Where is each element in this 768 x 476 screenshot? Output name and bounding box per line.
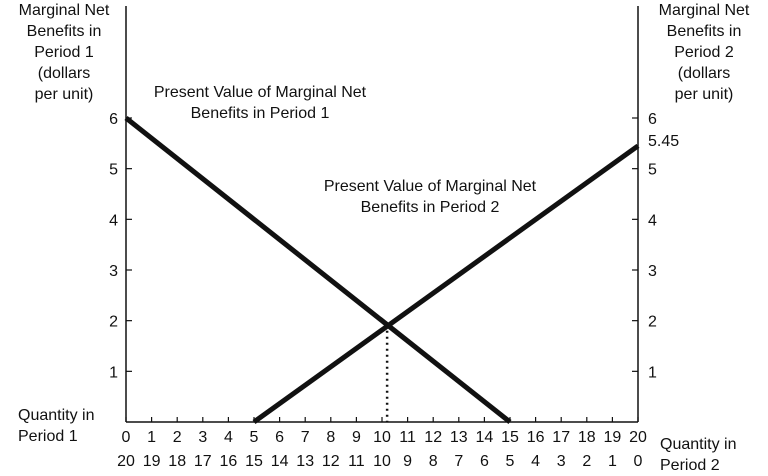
x-axis-label-period1: Quantity in Period 1 xyxy=(18,405,128,447)
x-tick-label-period2: 5 xyxy=(506,453,515,470)
annotation-line: Present Value of Marginal Net xyxy=(153,84,367,101)
right-y-tick-label: 4 xyxy=(648,212,657,229)
series-line-period2 xyxy=(252,143,640,425)
annotation-line: Present Value of Marginal Net xyxy=(323,178,537,195)
x-tick-label-period2: 7 xyxy=(454,453,463,470)
annotation-period1: Present Value of Marginal Net Benefits i… xyxy=(120,82,400,124)
x-axis-label-line: Quantity in xyxy=(660,436,737,453)
x-tick-label-period2: 3 xyxy=(557,453,566,470)
x-axis-label-line: Period 2 xyxy=(660,457,720,474)
right-axis-label-line: per unit) xyxy=(674,86,734,103)
x-tick-label-period1: 15 xyxy=(501,429,519,446)
right-axis-label-line: Benefits in xyxy=(666,23,742,40)
left-y-tick-label: 1 xyxy=(109,364,118,381)
x-tick-label-period1: 17 xyxy=(552,429,570,446)
right-axis-label-line: Marginal Net xyxy=(658,2,750,19)
annotation-line: Benefits in Period 2 xyxy=(360,199,500,216)
left-axis-label: Marginal Net Benefits in Period 1 (dolla… xyxy=(4,0,124,105)
x-tick-label-period1: 4 xyxy=(224,429,233,446)
x-tick-label-period2: 15 xyxy=(245,453,263,470)
left-y-tick-label: 4 xyxy=(109,212,118,229)
x-tick-label-period2: 11 xyxy=(348,453,365,470)
x-tick-label-period1: 6 xyxy=(275,429,284,446)
x-tick-label-period2: 2 xyxy=(582,453,591,470)
left-axis-label-line: Period 1 xyxy=(34,44,94,61)
x-tick-label-period2: 1 xyxy=(608,453,617,470)
x-tick-label-period1: 19 xyxy=(604,429,622,446)
x-tick-label-period1: 11 xyxy=(399,429,416,446)
x-tick-label-period1: 8 xyxy=(326,429,335,446)
left-axis-label-line: per unit) xyxy=(34,86,94,103)
x-tick-label-period1: 12 xyxy=(424,429,442,446)
series-lines xyxy=(124,116,640,425)
x-tick-label-period1: 5 xyxy=(250,429,259,446)
right-axis-extra-tick: 5.45 xyxy=(648,133,680,150)
x-tick-label-period2: 16 xyxy=(220,453,238,470)
x-tick-label-period2: 20 xyxy=(117,453,135,470)
x-tick-label-period2: 18 xyxy=(168,453,186,470)
right-axis-label: Marginal Net Benefits in Period 2 (dolla… xyxy=(640,0,768,105)
x-tick-label-period2: 9 xyxy=(403,453,412,470)
right-axis-label-line: Period 2 xyxy=(674,44,734,61)
x-tick-label-period1: 16 xyxy=(527,429,545,446)
x-tick-label-period1: 2 xyxy=(173,429,182,446)
x-tick-label-period2: 19 xyxy=(143,453,161,470)
x-tick-label-period2: 14 xyxy=(271,453,289,470)
x-axis-label-period2: Quantity in Period 2 xyxy=(660,434,768,476)
right-axis-label-line: (dollars xyxy=(677,65,731,82)
x-tick-label-period2: 10 xyxy=(373,453,391,470)
left-axis-label-line: Benefits in xyxy=(26,23,102,40)
x-axis-label-line: Period 1 xyxy=(18,428,78,445)
x-tick-label-period2: 12 xyxy=(322,453,340,470)
tick-marks xyxy=(125,117,639,422)
annotation-line: Benefits in Period 1 xyxy=(190,105,330,122)
right-y-tick-label: 6 xyxy=(648,111,657,128)
left-y-tick-label: 2 xyxy=(109,314,118,331)
x-tick-label-period1: 3 xyxy=(198,429,207,446)
series-line-period1 xyxy=(124,116,512,424)
x-tick-label-period2: 8 xyxy=(429,453,438,470)
x-tick-label-period1: 20 xyxy=(629,429,647,446)
x-tick-label-period1: 10 xyxy=(373,429,391,446)
x-tick-label-period2: 0 xyxy=(634,453,643,470)
tick-labels: 1 12 23 34 45 56 60201192183174165156147138129… xyxy=(109,111,657,470)
left-axis-label-line: Marginal Net xyxy=(18,2,110,19)
x-tick-label-period1: 1 xyxy=(147,429,156,446)
annotation-period2: Present Value of Marginal Net Benefits i… xyxy=(290,176,570,218)
x-tick-label-period1: 14 xyxy=(476,429,494,446)
right-y-tick-label: 5 xyxy=(648,162,657,179)
x-tick-label-period1: 7 xyxy=(301,429,310,446)
x-tick-label-period1: 0 xyxy=(122,429,131,446)
x-tick-label-period2: 13 xyxy=(296,453,314,470)
x-tick-label-period2: 4 xyxy=(531,453,540,470)
left-axis-label-line: (dollars xyxy=(37,65,91,82)
x-tick-label-period2: 6 xyxy=(480,453,489,470)
x-tick-label-period1: 13 xyxy=(450,429,468,446)
x-tick-label-period1: 18 xyxy=(578,429,596,446)
right-y-tick-label: 1 xyxy=(648,364,657,381)
left-y-tick-label: 6 xyxy=(109,111,118,128)
x-axis-label-line: Quantity in xyxy=(18,407,95,424)
x-tick-label-period1: 9 xyxy=(352,429,361,446)
left-y-tick-label: 5 xyxy=(109,162,118,179)
x-tick-label-period2: 17 xyxy=(194,453,212,470)
right-y-tick-label: 2 xyxy=(648,314,657,331)
right-y-tick-label: 3 xyxy=(648,263,657,280)
left-y-tick-label: 3 xyxy=(109,263,118,280)
